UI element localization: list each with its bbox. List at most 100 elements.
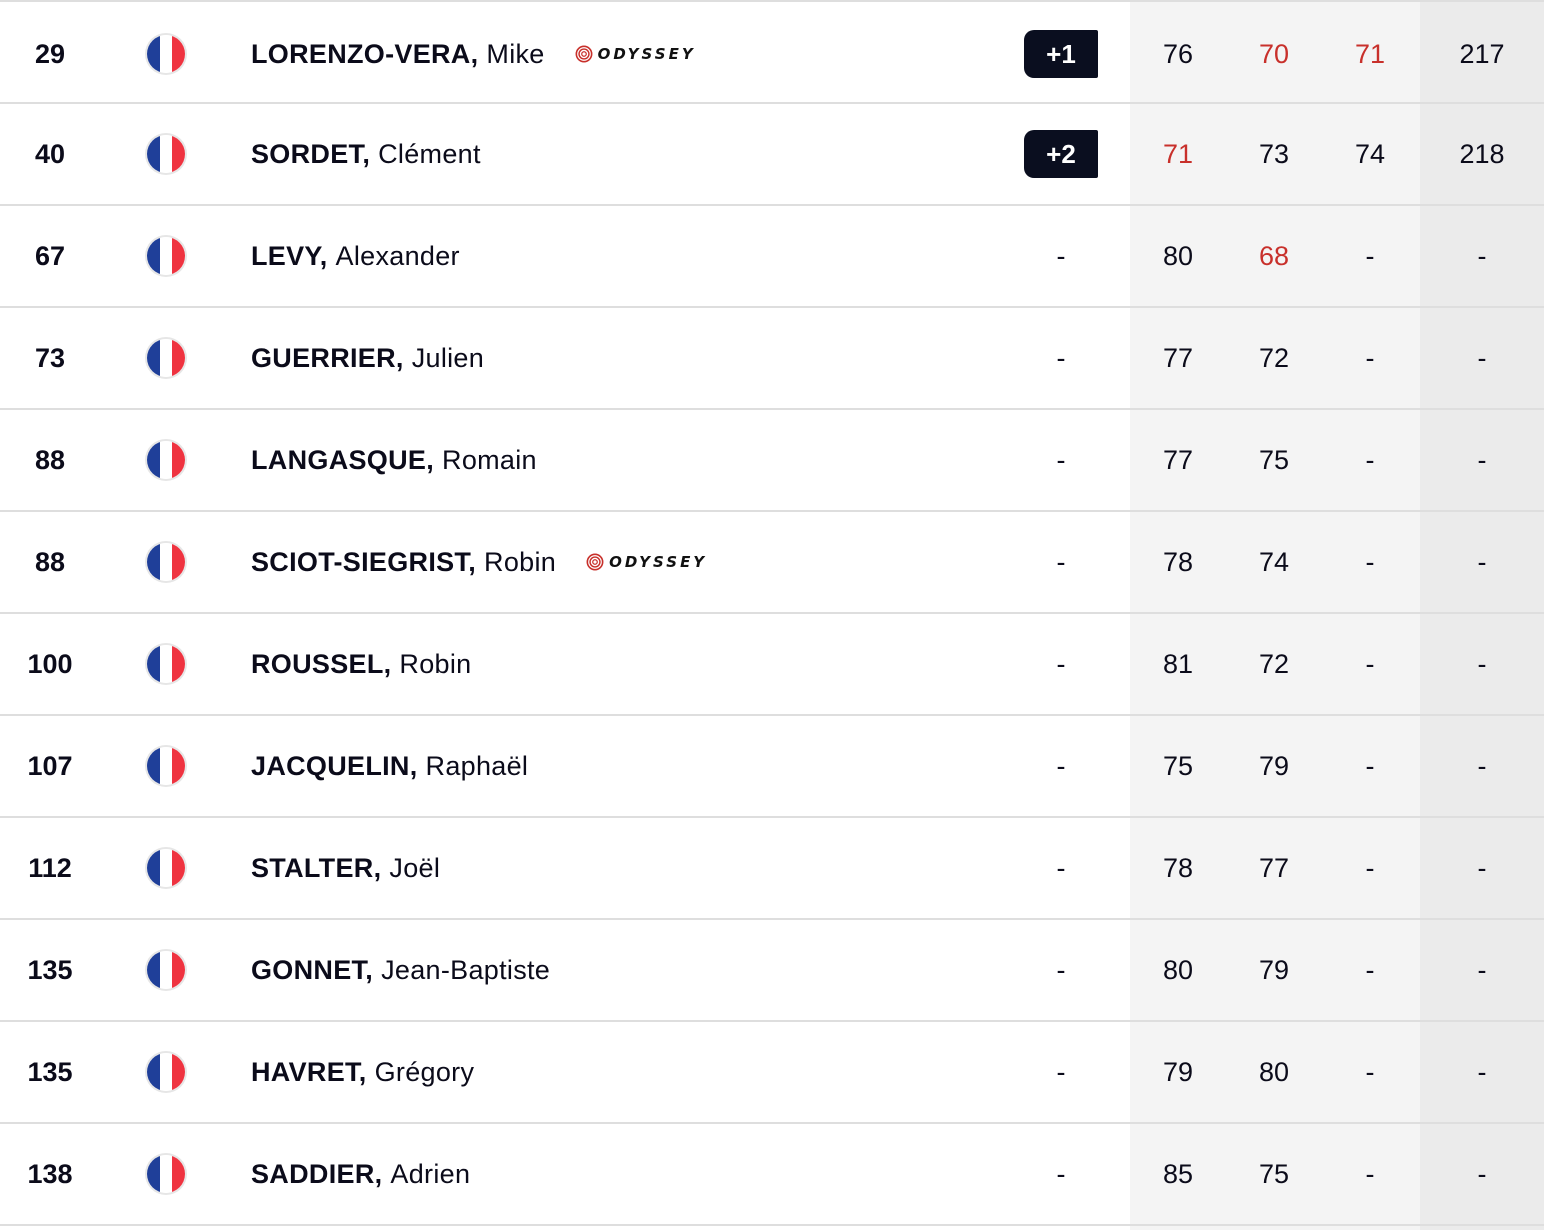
odyssey-logo-icon xyxy=(575,45,593,63)
round-1-score: 75 xyxy=(1162,750,1194,781)
total-score: 217 xyxy=(1459,38,1505,69)
sponsor-logo: ODYSSEY xyxy=(575,45,696,63)
to-par-cell: +2 xyxy=(1024,104,1108,204)
player-name[interactable]: SCIOT-SIEGRIST, Robin ODYSSEY xyxy=(251,512,991,612)
round-2-score: 73 xyxy=(1258,138,1290,169)
round-1-score: 80 xyxy=(1162,240,1194,271)
to-par-value: - xyxy=(1056,648,1066,679)
player-name[interactable]: GUERRIER, Julien xyxy=(251,308,991,408)
player-name[interactable]: STALTER, Joël xyxy=(251,818,991,918)
player-first-name: Robin xyxy=(484,546,557,577)
player-row[interactable]: 29 LORENZO-VERA, Mike ODYSSEY +1 76 70 71 217 xyxy=(0,0,1544,104)
flag-cell xyxy=(126,920,206,1020)
position: 138 xyxy=(27,1158,73,1189)
to-par-value: - xyxy=(1056,852,1066,883)
player-last-name: SORDET, xyxy=(251,138,371,169)
to-par-cell: - xyxy=(1024,410,1108,510)
round-3-score: - xyxy=(1365,342,1375,373)
total-score: - xyxy=(1477,954,1487,985)
round-1-score: 71 xyxy=(1162,138,1194,169)
player-row[interactable]: 107 JACQUELIN, Raphaël - 75 79 - - xyxy=(0,716,1544,818)
sponsor-name: ODYSSEY xyxy=(597,45,696,63)
player-row[interactable]: 88 LANGASQUE, Romain - 77 75 - - xyxy=(0,410,1544,512)
position: 29 xyxy=(34,38,66,69)
round-2-score: 72 xyxy=(1258,342,1290,373)
position: 40 xyxy=(34,138,66,169)
round-2-score: 75 xyxy=(1258,444,1290,475)
player-name[interactable]: SADDIER, Adrien xyxy=(251,1124,991,1224)
round-1-score: 79 xyxy=(1162,1056,1194,1087)
player-name[interactable]: LEVY, Alexander xyxy=(251,206,991,306)
player-row[interactable]: 135 HAVRET, Grégory - 79 80 - - xyxy=(0,1022,1544,1124)
round-2-score: 72 xyxy=(1258,648,1290,679)
round-1-score: 81 xyxy=(1162,648,1194,679)
position: 135 xyxy=(27,1056,73,1087)
player-row[interactable]: 88 SCIOT-SIEGRIST, Robin ODYSSEY - 78 74 - - xyxy=(0,512,1544,614)
player-last-name: HAVRET, xyxy=(251,1056,367,1087)
to-par-value: - xyxy=(1056,444,1066,475)
player-row[interactable]: 67 LEVY, Alexander - 80 68 - - xyxy=(0,206,1544,308)
round-2-score: 74 xyxy=(1258,546,1290,577)
round-2-score: 70 xyxy=(1258,38,1290,69)
to-par-value: - xyxy=(1056,954,1066,985)
to-par-value: - xyxy=(1056,546,1066,577)
position: 107 xyxy=(27,750,73,781)
flag-cell xyxy=(126,308,206,408)
player-first-name: Joël xyxy=(389,852,441,883)
round-3-score: - xyxy=(1365,852,1375,883)
flag-cell xyxy=(126,4,206,104)
position: 112 xyxy=(28,852,72,883)
round-1-score: 78 xyxy=(1162,546,1194,577)
to-par-badge: +2 xyxy=(1024,130,1098,178)
player-name[interactable]: LORENZO-VERA, Mike ODYSSEY xyxy=(251,4,991,104)
player-row[interactable]: 100 ROUSSEL, Robin - 81 72 - - xyxy=(0,614,1544,716)
player-name[interactable]: LANGASQUE, Romain xyxy=(251,410,991,510)
to-par-value: - xyxy=(1056,342,1066,373)
round-3-score: - xyxy=(1365,444,1375,475)
player-row[interactable]: 112 STALTER, Joël - 78 77 - - xyxy=(0,818,1544,920)
position: 88 xyxy=(34,444,66,475)
sponsor-name: ODYSSEY xyxy=(609,553,708,571)
total-score: - xyxy=(1477,342,1487,373)
player-first-name: Adrien xyxy=(390,1158,471,1189)
total-score: - xyxy=(1477,1158,1487,1189)
flag-cell xyxy=(126,1124,206,1224)
round-2-score: 79 xyxy=(1258,954,1290,985)
player-last-name: STALTER, xyxy=(251,852,382,883)
player-row[interactable]: 138 SADDIER, Adrien - 85 75 - - xyxy=(0,1124,1544,1226)
flag-cell xyxy=(126,818,206,918)
sponsor-logo: ODYSSEY xyxy=(586,553,707,571)
player-name[interactable]: SORDET, Clément xyxy=(251,104,991,204)
player-last-name: GONNET, xyxy=(251,954,374,985)
player-row[interactable]: 135 GONNET, Jean-Baptiste - 80 79 - - xyxy=(0,920,1544,1022)
player-last-name: JACQUELIN, xyxy=(251,750,418,781)
france-flag-icon xyxy=(147,543,185,581)
round-2-score: 75 xyxy=(1258,1158,1290,1189)
player-name[interactable]: ROUSSEL, Robin xyxy=(251,614,991,714)
total-score: - xyxy=(1477,648,1487,679)
player-last-name: LEVY, xyxy=(251,240,328,271)
to-par-cell: - xyxy=(1024,614,1108,714)
round-3-score: - xyxy=(1365,954,1375,985)
player-last-name: ROUSSEL, xyxy=(251,648,392,679)
player-row[interactable]: 40 SORDET, Clément +2 71 73 74 218 xyxy=(0,104,1544,206)
to-par-value: - xyxy=(1056,750,1066,781)
flag-cell xyxy=(126,1022,206,1122)
player-first-name: Mike xyxy=(486,38,545,69)
to-par-value: - xyxy=(1056,1056,1066,1087)
round-2-score: 68 xyxy=(1258,240,1290,271)
player-name[interactable]: JACQUELIN, Raphaël xyxy=(251,716,991,816)
flag-cell xyxy=(126,614,206,714)
position: 88 xyxy=(34,546,66,577)
player-name[interactable]: GONNET, Jean-Baptiste xyxy=(251,920,991,1020)
player-row[interactable]: 73 GUERRIER, Julien - 77 72 - - xyxy=(0,308,1544,410)
player-first-name: Romain xyxy=(442,444,537,475)
total-score: - xyxy=(1477,852,1487,883)
france-flag-icon xyxy=(147,1053,185,1091)
france-flag-icon xyxy=(147,1155,185,1193)
france-flag-icon xyxy=(147,237,185,275)
player-name[interactable]: HAVRET, Grégory xyxy=(251,1022,991,1122)
round-1-score: 80 xyxy=(1162,954,1194,985)
round-1-score: 77 xyxy=(1162,342,1194,373)
